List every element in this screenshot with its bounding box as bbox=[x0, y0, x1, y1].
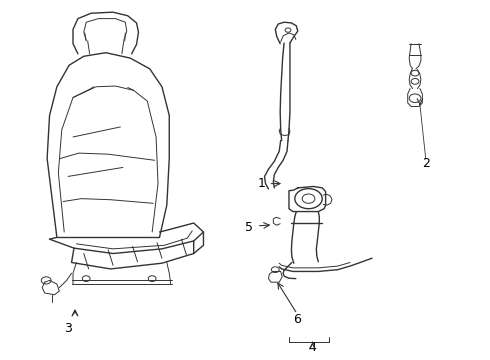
Text: 4: 4 bbox=[309, 341, 317, 354]
Text: 2: 2 bbox=[422, 157, 430, 170]
Text: 6: 6 bbox=[294, 312, 301, 326]
Text: 3: 3 bbox=[64, 322, 72, 335]
Text: 1: 1 bbox=[257, 177, 265, 190]
Text: 5: 5 bbox=[245, 221, 253, 234]
